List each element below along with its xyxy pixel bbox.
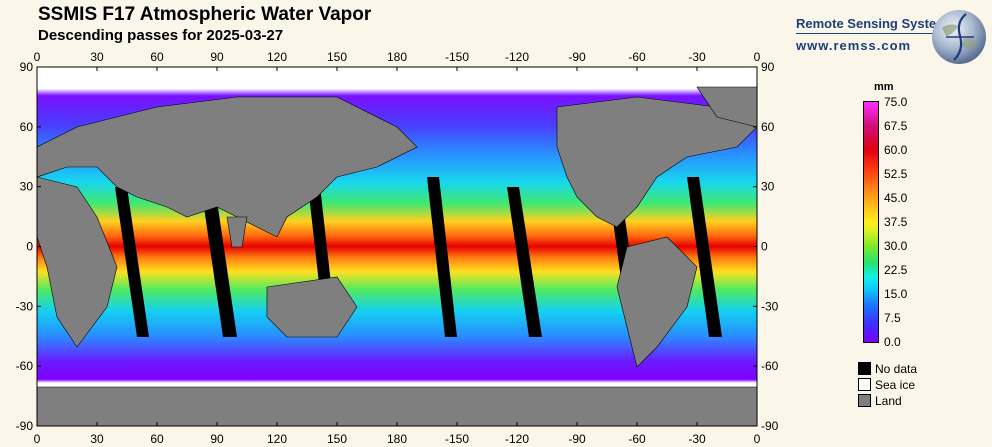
lon-tick-label-bottom: 60 (150, 432, 164, 446)
colorbar-label: 75.0 (884, 95, 908, 109)
lon-tick-label-bottom: 150 (327, 432, 347, 446)
lon-tick-label-bottom: 30 (90, 432, 104, 446)
lon-tick-label-bottom: 0 (34, 432, 41, 446)
lon-tick-label-top: -120 (505, 50, 529, 64)
colorbar-unit: mm (874, 81, 894, 93)
lat-tick-label-left: 0 (26, 240, 33, 254)
colorbar-label: 60.0 (884, 143, 908, 157)
brand-name[interactable]: Remote Sensing Systems (796, 16, 955, 31)
lon-tick-label-bottom: -30 (688, 432, 706, 446)
lat-tick-label-right: 0 (761, 240, 768, 254)
legend-swatch (858, 394, 871, 407)
lon-tick-label-top: -90 (568, 50, 586, 64)
legend-swatch (858, 378, 871, 391)
lon-tick-label-top: -30 (688, 50, 706, 64)
colorbar-label: 15.0 (884, 287, 908, 301)
colorbar-label: 45.0 (884, 191, 908, 205)
lat-tick-label-left: -30 (16, 299, 34, 313)
lon-tick-label-top: 30 (90, 50, 104, 64)
lat-tick-label-left: -60 (16, 359, 34, 373)
lon-tick-label-top: 120 (267, 50, 287, 64)
water-vapor-map (37, 67, 757, 426)
legend-item: No data (858, 362, 917, 376)
colorbar-label: 7.5 (884, 311, 901, 325)
lon-tick-label-bottom: 120 (267, 432, 287, 446)
lon-tick-label-bottom: -90 (568, 432, 586, 446)
lon-tick-label-top: 180 (387, 50, 407, 64)
lon-tick-label-top: 90 (210, 50, 224, 64)
lat-tick-label-right: 60 (761, 120, 775, 134)
colorbar-label: 37.5 (884, 215, 908, 229)
colorbar-label: 0.0 (884, 335, 901, 349)
brand-underline (796, 33, 948, 34)
lon-tick-label-top: 60 (150, 50, 164, 64)
legend-item: Sea ice (858, 378, 915, 392)
map-subtitle: Descending passes for 2025-03-27 (38, 27, 284, 44)
lat-tick-label-left: 60 (20, 120, 34, 134)
lon-tick-label-top: 150 (327, 50, 347, 64)
colorbar-label: 67.5 (884, 119, 908, 133)
colorbar (863, 101, 879, 343)
lat-tick-label-right: -90 (761, 419, 779, 433)
antarctica-land (37, 386, 757, 426)
lon-tick-label-top: 0 (754, 50, 761, 64)
lon-tick-label-bottom: -120 (505, 432, 529, 446)
lon-tick-label-top: 0 (34, 50, 41, 64)
lon-tick-label-bottom: -150 (445, 432, 469, 446)
lat-tick-label-right: 90 (761, 60, 775, 74)
lon-tick-label-bottom: 0 (754, 432, 761, 446)
lon-tick-label-bottom: -60 (628, 432, 646, 446)
colorbar-label: 22.5 (884, 263, 908, 277)
colorbar-label: 30.0 (884, 239, 908, 253)
lon-tick-label-bottom: 180 (387, 432, 407, 446)
legend-swatch (858, 362, 871, 375)
lat-tick-label-right: -60 (761, 359, 779, 373)
globe-logo-icon (932, 10, 986, 64)
brand-url[interactable]: www.remss.com (796, 38, 912, 53)
lat-tick-label-right: 30 (761, 180, 775, 194)
lat-tick-label-left: 90 (20, 60, 34, 74)
lat-tick-label-right: -30 (761, 299, 779, 313)
lat-tick-label-left: -90 (16, 419, 34, 433)
lon-tick-label-top: -150 (445, 50, 469, 64)
legend-label: No data (875, 362, 918, 376)
legend-label: Sea ice (875, 378, 916, 392)
map-title: SSMIS F17 Atmospheric Water Vapor (38, 4, 372, 25)
lat-tick-label-left: 30 (20, 180, 34, 194)
colorbar-label: 52.5 (884, 167, 908, 181)
lon-tick-label-top: -60 (628, 50, 646, 64)
legend-item: Land (858, 394, 902, 408)
legend-label: Land (875, 394, 902, 408)
lon-tick-label-bottom: 90 (210, 432, 224, 446)
